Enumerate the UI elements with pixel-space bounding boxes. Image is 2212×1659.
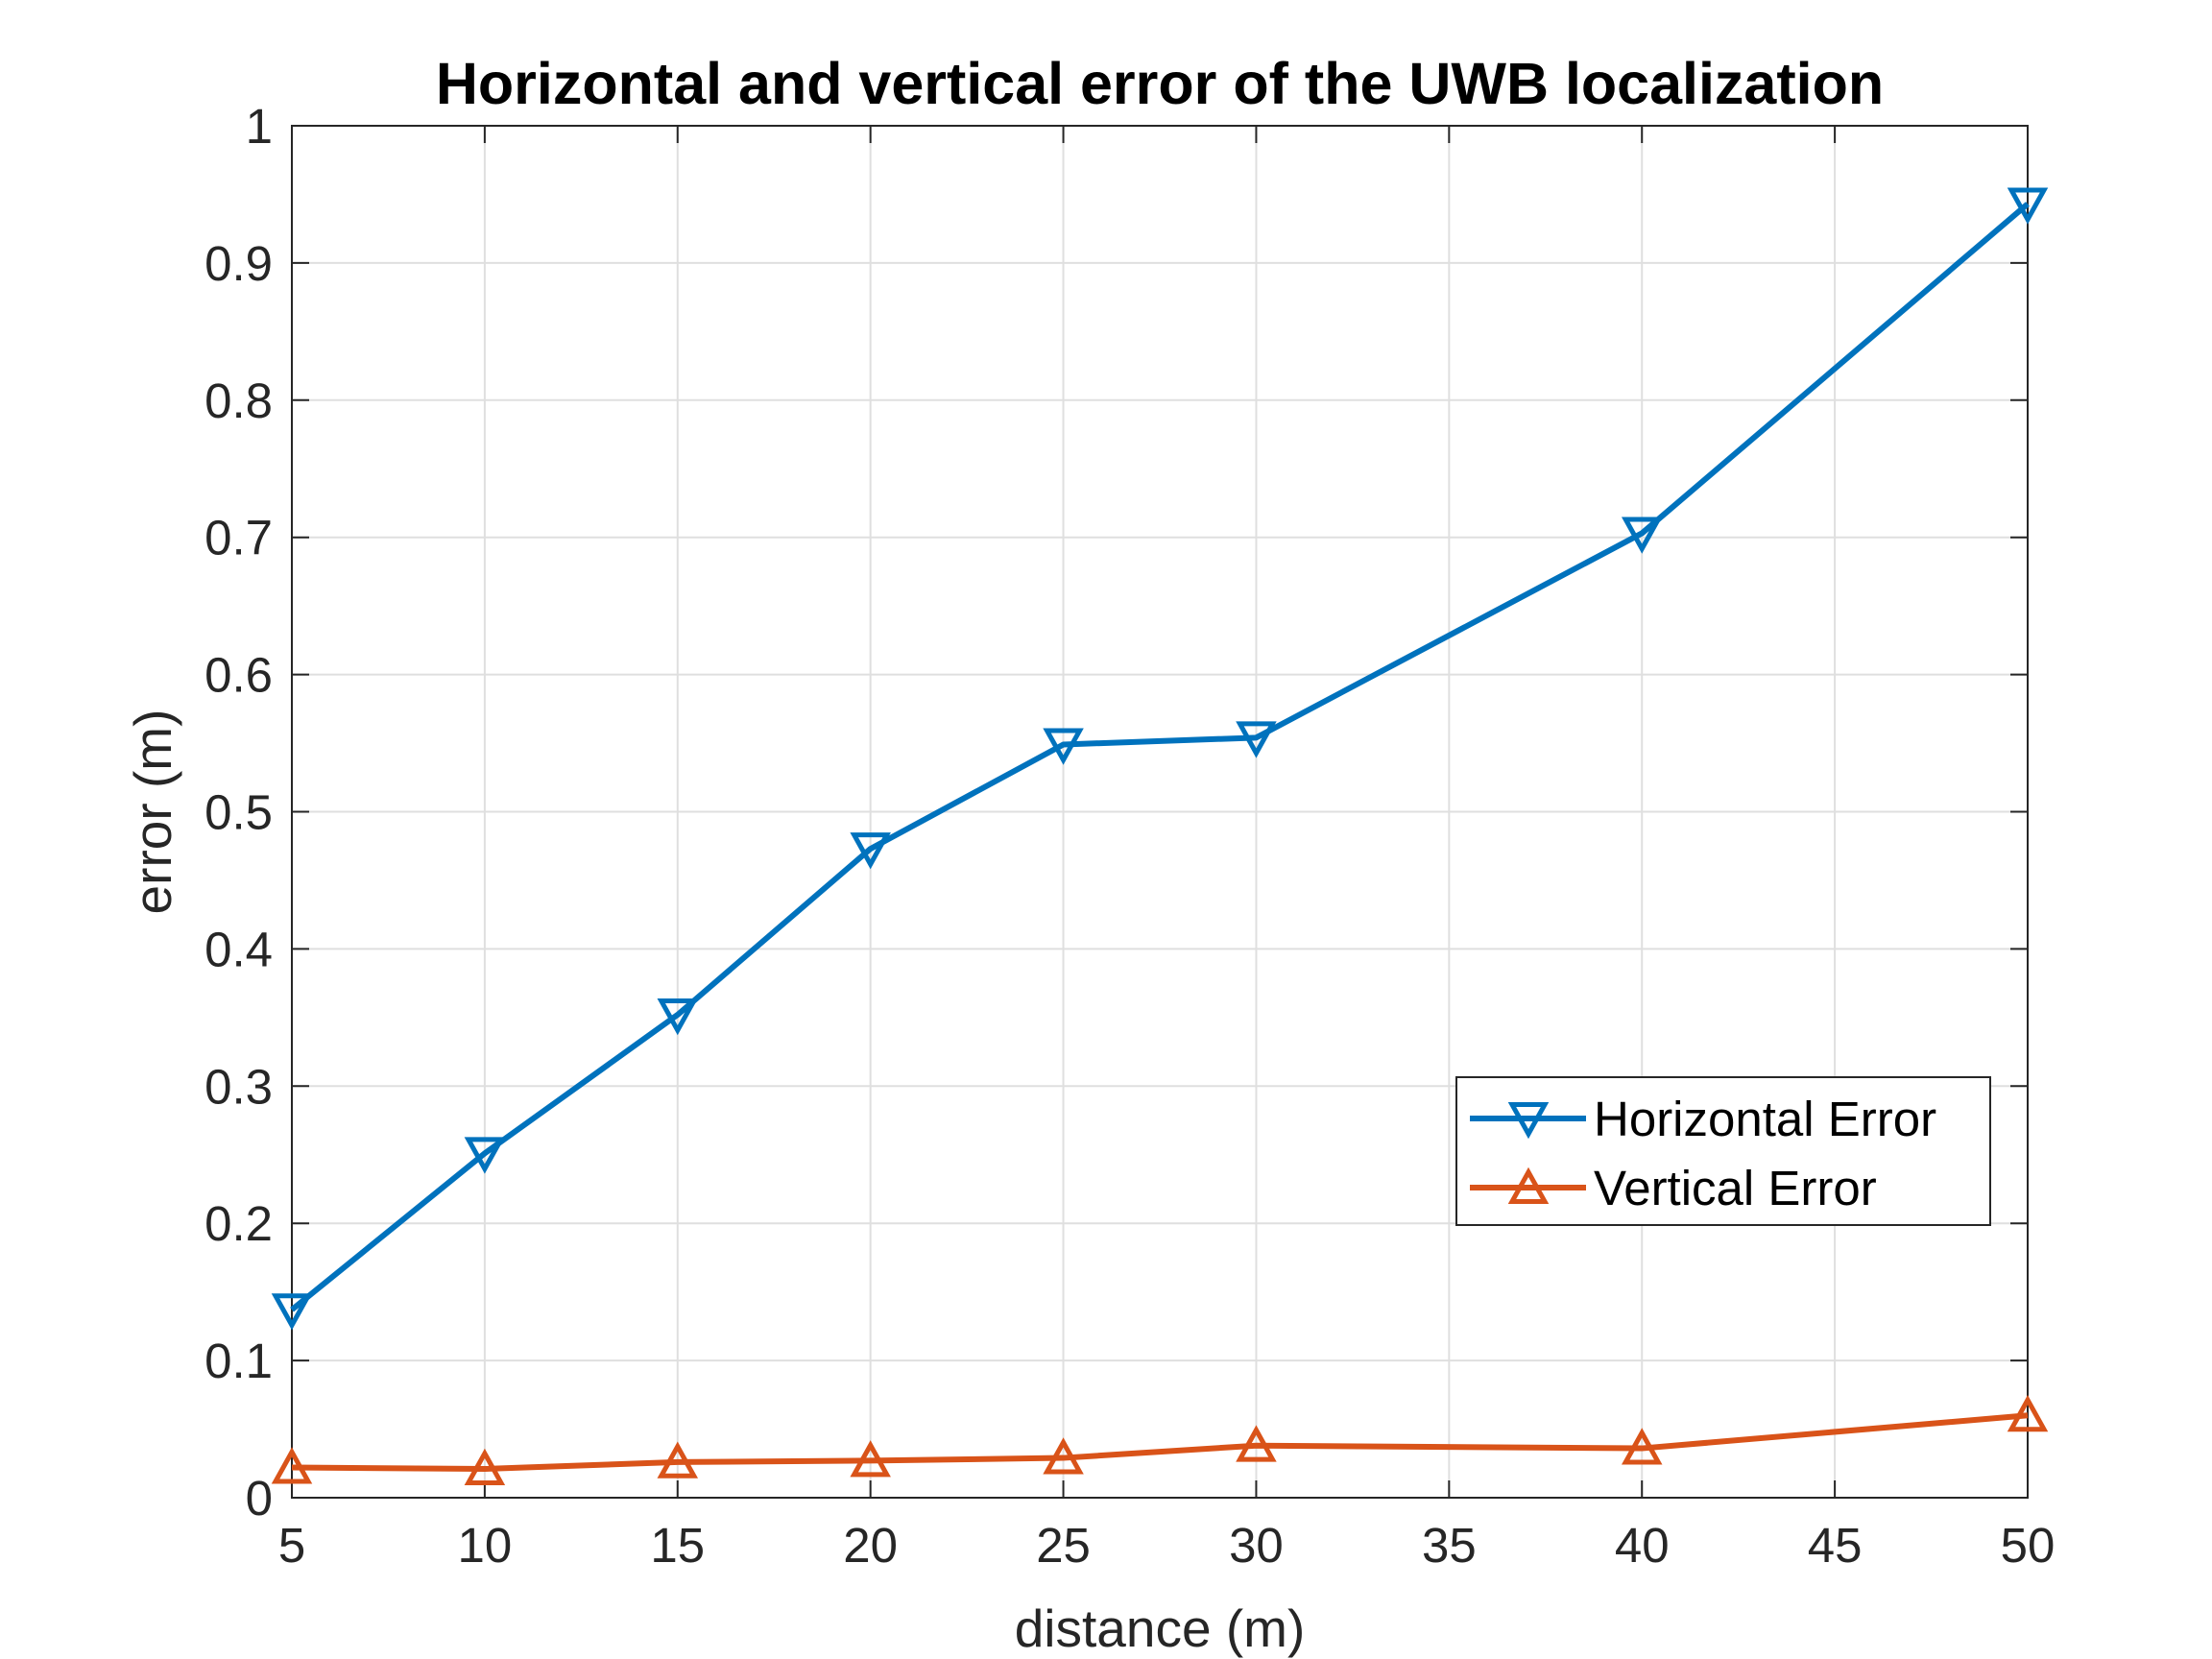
y-tick-label: 0.1	[204, 1334, 273, 1388]
data-point	[1621, 517, 1663, 554]
series-horizontal-error	[271, 187, 2049, 1331]
y-tick-label: 0.6	[204, 648, 273, 703]
x-tick-label: 5	[278, 1518, 305, 1573]
x-tick-label: 15	[650, 1518, 705, 1573]
data-point	[2007, 1394, 2049, 1432]
y-tick-label: 0.5	[204, 785, 273, 840]
data-point	[1236, 1425, 1277, 1462]
data-point	[464, 1448, 506, 1485]
x-tick-label: 35	[1422, 1518, 1477, 1573]
series-vertical-error	[271, 1394, 2049, 1485]
x-tick-label: 40	[1615, 1518, 1670, 1573]
legend: Horizontal Error Vertical Error	[1455, 1076, 1991, 1226]
legend-item: Vertical Error	[1470, 1161, 1877, 1215]
data-point	[1621, 1428, 1663, 1465]
y-tick-label: 0	[246, 1471, 273, 1526]
x-tick-label: 30	[1229, 1518, 1284, 1573]
legend-marker	[1507, 1102, 1550, 1140]
legend-item: Horizontal Error	[1470, 1092, 1936, 1146]
data-point	[1043, 1437, 1084, 1475]
x-tick-label: 25	[1036, 1518, 1091, 1573]
legend-marker	[1507, 1166, 1550, 1204]
data-point	[850, 1440, 891, 1478]
series-line	[290, 202, 2030, 1312]
data-point	[657, 998, 699, 1036]
ticks: 5 10 15 20 25 30 35 40 45 50 0 0.1 0.2 0.3 0.4 0.5 0.6 0.…	[204, 99, 2055, 1573]
legend-label: Horizontal Error	[1594, 1092, 1936, 1146]
y-tick-label: 0.4	[204, 922, 273, 976]
series-line	[291, 1412, 2029, 1472]
data-point	[1236, 721, 1277, 758]
x-axis-label: distance (m)	[1015, 1599, 1306, 1658]
x-tick-label: 45	[1808, 1518, 1863, 1573]
y-tick-label: 0.8	[204, 373, 273, 428]
data-point	[271, 1293, 313, 1331]
data-point	[271, 1447, 313, 1484]
series-layer	[271, 187, 2049, 1485]
legend-label: Vertical Error	[1594, 1161, 1877, 1215]
y-axis-label: error (m)	[123, 709, 182, 915]
data-point	[850, 832, 891, 870]
data-point	[464, 1137, 506, 1174]
y-tick-label: 1	[246, 99, 273, 154]
y-tick-label: 0.3	[204, 1059, 273, 1114]
data-point	[657, 1441, 699, 1479]
y-tick-label: 0.9	[204, 236, 273, 291]
data-point	[2007, 187, 2049, 225]
y-tick-label: 0.7	[204, 511, 273, 565]
x-tick-label: 20	[843, 1518, 898, 1573]
data-point	[1043, 728, 1084, 765]
x-tick-label: 50	[2001, 1518, 2056, 1573]
y-tick-label: 0.2	[204, 1196, 273, 1251]
x-tick-label: 10	[458, 1518, 513, 1573]
chart-title: Horizontal and vertical error of the UWB…	[436, 51, 1884, 116]
